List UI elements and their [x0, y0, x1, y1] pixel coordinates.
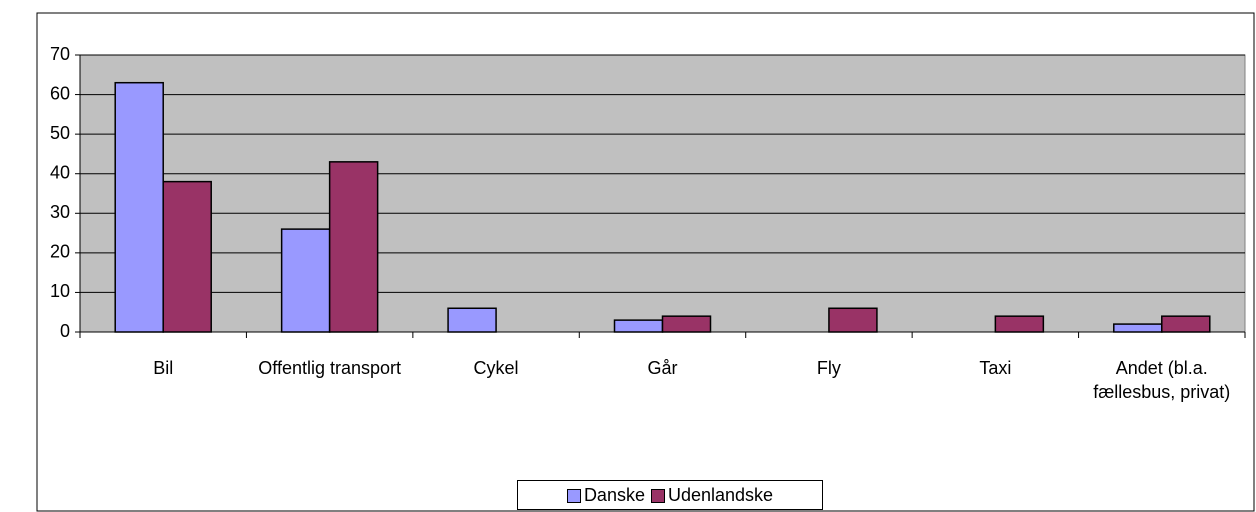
- chart-border: [36, 12, 1255, 512]
- y-tick-label: 70: [50, 44, 70, 64]
- legend-swatch: [566, 488, 581, 503]
- legend-label: Danske: [583, 484, 645, 505]
- bar: [1113, 323, 1163, 333]
- y-tick-label: 20: [50, 242, 70, 262]
- x-tick-label: Offentlig transport: [258, 358, 402, 378]
- legend-swatch: [650, 488, 665, 503]
- plot-area: [79, 54, 1246, 333]
- bar: [328, 161, 379, 333]
- bar: [162, 180, 212, 333]
- y-tick-label: 30: [50, 202, 70, 222]
- legend-label: Udenlandske: [667, 484, 774, 505]
- bar: [447, 307, 497, 333]
- bar: [828, 307, 878, 333]
- legend: Danske Udenlandske: [517, 480, 823, 510]
- x-tick-label: Bil: [153, 358, 174, 378]
- y-tick-label: 10: [50, 281, 70, 301]
- x-tick-label: Fly: [816, 358, 841, 378]
- x-tick-label: Taxi: [979, 358, 1012, 378]
- x-tick-label: Andet (bl.a. fællesbus, privat): [1093, 358, 1231, 402]
- bar: [280, 228, 331, 333]
- x-tick-label: Går: [647, 358, 678, 378]
- bar: [661, 315, 712, 333]
- bar: [114, 81, 164, 333]
- y-tick-label: 60: [50, 83, 70, 103]
- legend-item: Danske: [566, 484, 645, 506]
- x-tick-label: Cykel: [473, 358, 519, 378]
- bar: [994, 315, 1045, 333]
- y-tick-label: 0: [60, 321, 70, 341]
- bar: [613, 319, 664, 333]
- y-tick-label: 40: [50, 162, 70, 182]
- bar: [1161, 315, 1211, 333]
- legend-item: Udenlandske: [650, 484, 774, 506]
- y-tick-label: 50: [50, 123, 70, 143]
